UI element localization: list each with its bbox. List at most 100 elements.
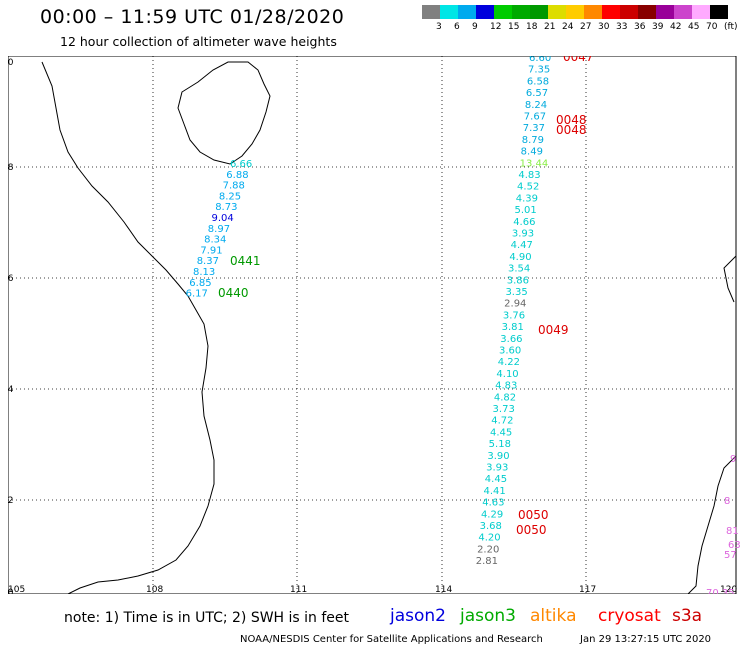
lat-lon-grid	[8, 56, 736, 594]
wave-height-label: 4.83	[518, 170, 540, 181]
wave-height-label: 6.60	[529, 56, 551, 64]
wave-height-label: 7.35	[528, 65, 550, 76]
color-swatch	[458, 5, 476, 19]
wave-height-label: 13.44	[520, 158, 549, 169]
wave-height-label: 4.66	[513, 217, 535, 228]
wave-height-label: 3.54	[508, 264, 530, 275]
time-label: 0048	[556, 113, 587, 127]
legend-jason3: jason3	[460, 606, 516, 626]
wave-height-label: 4.41	[484, 486, 506, 497]
color-tick-label: 27	[580, 22, 592, 32]
wave-height-label: 8.13	[193, 267, 215, 278]
wave-height-label: 3.93	[512, 229, 534, 240]
time-label: 0440	[218, 286, 249, 300]
time-label: 0048	[556, 123, 587, 137]
color-swatch	[656, 5, 674, 19]
wave-height-label: 2.94	[504, 299, 526, 310]
color-swatch	[512, 5, 530, 19]
footer-credit: NOAA/NESDIS Center for Satellite Applica…	[240, 634, 543, 645]
wave-height-label: 3.76	[503, 310, 525, 321]
time-label: 0441	[230, 254, 261, 268]
color-swatch	[710, 5, 728, 19]
time-label: 0050	[516, 523, 547, 537]
legend-cryosat: cryosat	[598, 606, 661, 626]
wave-height-label: 3.90	[487, 451, 509, 462]
wave-height-label: 8.73	[215, 202, 237, 213]
color-swatch	[674, 5, 692, 19]
y-tick-label: 16	[8, 274, 14, 284]
wave-height-label: 57	[724, 550, 737, 561]
x-tick-label: 120	[720, 585, 737, 594]
wave-height-label: 4.45	[485, 474, 507, 485]
color-tick-label: 45	[688, 22, 700, 32]
wave-height-label: 4.29	[481, 509, 503, 520]
color-tick-label: 6	[454, 22, 460, 32]
vietnam-coastline	[41, 61, 215, 594]
page-subtitle: 12 hour collection of altimeter wave hei…	[60, 34, 337, 49]
color-swatch	[476, 5, 494, 19]
wave-height-label: 6.17	[186, 289, 208, 300]
wave-height-label: 4.39	[516, 193, 538, 204]
color-tick-label: 30	[598, 22, 610, 32]
color-swatch	[548, 5, 566, 19]
philippines-coastline	[723, 255, 737, 303]
wave-height-label: 3.93	[486, 463, 508, 474]
note-text: note: 1) Time is in UTC; 2) SWH is in fe…	[64, 610, 350, 626]
color-tick-label: 24	[562, 22, 574, 32]
y-tick-label: 20	[8, 58, 14, 68]
wave-height-label: 4.22	[498, 357, 520, 368]
legend-altika: altika	[530, 606, 577, 626]
track-east-labels: 6.607.356.586.578.247.677.378.798.4913.4…	[476, 56, 594, 567]
color-tick-label: 42	[670, 22, 682, 32]
wave-height-label: 2.20	[477, 544, 499, 555]
wave-height-label: 8	[724, 496, 730, 507]
legend-s3a: s3a	[672, 606, 703, 626]
wave-height-label: 6.85	[189, 278, 211, 289]
color-tick-label: 39	[652, 22, 664, 32]
wave-height-label: 4.72	[491, 416, 513, 427]
color-swatch	[422, 5, 440, 19]
wave-height-label: 4.90	[509, 252, 531, 263]
wave-height-label: 2.81	[476, 556, 498, 567]
color-swatch	[494, 5, 512, 19]
wave-height-label: 7.37	[523, 123, 545, 134]
color-tick-label: 18	[526, 22, 538, 32]
wave-height-label: 3.35	[505, 287, 527, 298]
color-swatch	[530, 5, 548, 19]
palawan-coastline	[687, 455, 737, 594]
wave-height-label: 8.37	[197, 256, 219, 267]
color-tick-label: 15	[508, 22, 520, 32]
wave-height-label: 7.67	[524, 112, 546, 123]
wave-height-label: 3.60	[499, 346, 521, 357]
wave-height-label: 7.88	[223, 181, 245, 192]
wave-height-label: 6.57	[526, 88, 548, 99]
wave-height-label: 3.73	[493, 404, 515, 415]
color-swatch	[692, 5, 710, 19]
wave-height-label: 3.68	[480, 521, 502, 532]
wave-height-label: 81	[726, 526, 739, 537]
wave-height-label: 3.86	[507, 275, 529, 286]
wave-height-label: 7.91	[200, 245, 222, 256]
wave-height-label: 63	[728, 540, 740, 551]
color-tick-label: 70	[706, 22, 718, 32]
wave-height-label: 8.97	[208, 224, 230, 235]
wave-height-label: 5.01	[514, 205, 536, 216]
wave-height-label: 6.66	[230, 159, 252, 170]
track-west-labels: 6.666.887.888.258.739.048.978.347.918.37…	[186, 159, 261, 300]
legend-jason2: jason2	[390, 606, 446, 626]
color-tick-label: 33	[616, 22, 628, 32]
wave-height-label: 6.58	[527, 76, 549, 87]
wave-height-label: 70.35	[706, 588, 735, 594]
wave-height-label: 3.81	[502, 322, 524, 333]
color-swatch	[638, 5, 656, 19]
color-swatch	[584, 5, 602, 19]
x-tick-label: 105	[8, 585, 25, 594]
wave-height-label: 8.34	[204, 235, 226, 246]
color-tick-label: (ft)	[724, 22, 738, 32]
color-swatch	[566, 5, 584, 19]
wave-height-label: 4.20	[478, 533, 500, 544]
color-scale-labels: 3 6 9 12 15 18 21 24 27 30 33 36 39 42 45 70 (ft)	[422, 22, 740, 34]
wave-height-label: 4.82	[494, 392, 516, 403]
color-tick-label: 36	[634, 22, 646, 32]
